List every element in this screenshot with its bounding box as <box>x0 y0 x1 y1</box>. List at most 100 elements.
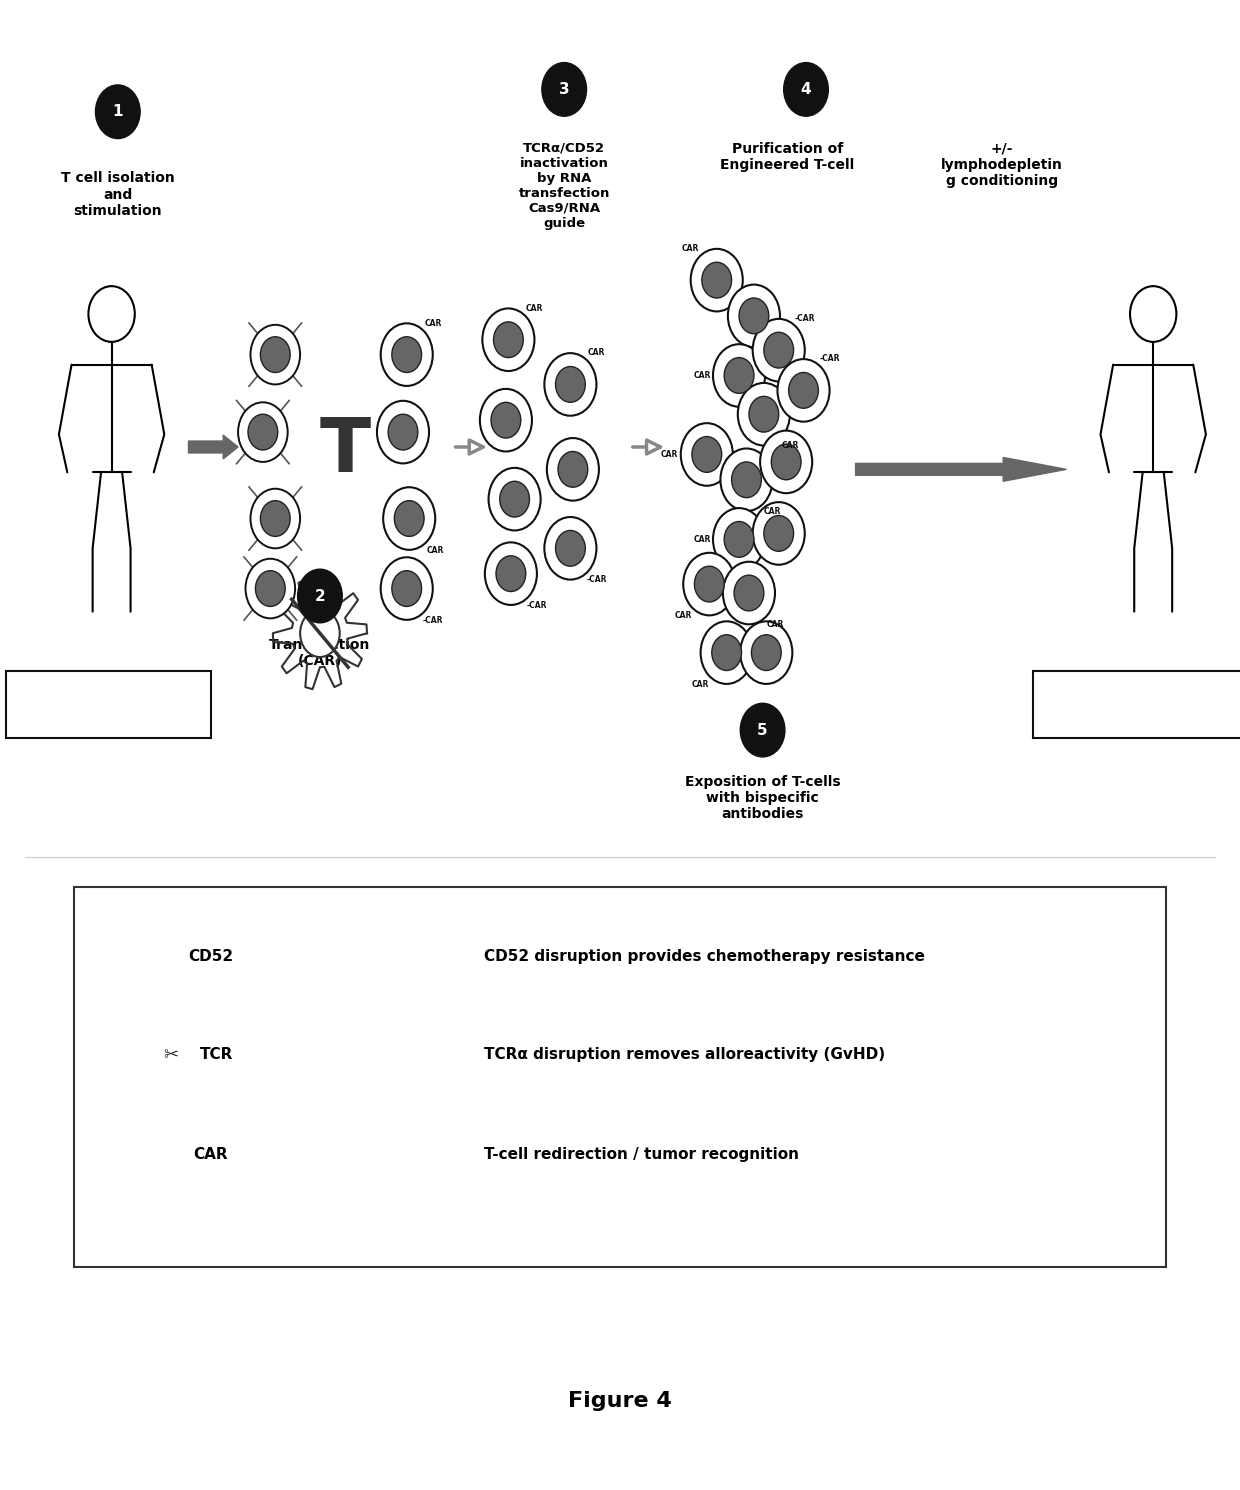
Circle shape <box>480 389 532 451</box>
Circle shape <box>95 85 140 139</box>
Text: TCRα/CD52
inactivation
by RNA
transfection
Cas9/RNA
guide: TCRα/CD52 inactivation by RNA transfecti… <box>518 142 610 229</box>
Circle shape <box>771 444 801 480</box>
Circle shape <box>377 401 429 463</box>
Text: CAR: CAR <box>764 507 781 516</box>
Text: T: T <box>319 416 371 487</box>
Circle shape <box>556 530 585 566</box>
Text: T cell isolation
and
stimulation: T cell isolation and stimulation <box>61 171 175 218</box>
Circle shape <box>764 332 794 368</box>
Text: TCRα disruption removes alloreactivity (GvHD): TCRα disruption removes alloreactivity (… <box>484 1047 884 1062</box>
Circle shape <box>732 462 761 498</box>
Circle shape <box>712 635 742 670</box>
Text: 1: 1 <box>113 104 123 119</box>
Text: 2: 2 <box>315 589 325 603</box>
Text: -CAR: -CAR <box>820 355 839 364</box>
Circle shape <box>489 468 541 530</box>
Circle shape <box>764 516 794 551</box>
Text: Cancer patient: Cancer patient <box>1091 699 1195 711</box>
FancyArrow shape <box>188 435 238 459</box>
Circle shape <box>544 517 596 580</box>
Circle shape <box>491 402 521 438</box>
Text: CAR: CAR <box>693 535 711 544</box>
Text: CAR: CAR <box>661 450 678 459</box>
Circle shape <box>724 522 754 557</box>
Text: Purification of
Engineered T-cell: Purification of Engineered T-cell <box>720 142 854 171</box>
Circle shape <box>734 575 764 611</box>
Text: CD52 disruption provides chemotherapy resistance: CD52 disruption provides chemotherapy re… <box>484 949 925 964</box>
Text: Transduction
(CAR): Transduction (CAR) <box>269 638 371 668</box>
Text: CAR: CAR <box>682 244 699 253</box>
Circle shape <box>753 319 805 381</box>
Circle shape <box>250 489 300 548</box>
Circle shape <box>383 487 435 550</box>
Circle shape <box>738 383 790 446</box>
Circle shape <box>238 402 288 462</box>
Text: CAR: CAR <box>588 349 605 358</box>
Circle shape <box>701 621 753 684</box>
Circle shape <box>751 635 781 670</box>
Text: -CAR: -CAR <box>527 600 547 609</box>
Circle shape <box>556 367 585 402</box>
Circle shape <box>260 337 290 372</box>
Circle shape <box>392 571 422 606</box>
Text: -CAR: -CAR <box>423 615 443 624</box>
Circle shape <box>740 621 792 684</box>
FancyBboxPatch shape <box>74 887 1166 1266</box>
Circle shape <box>547 438 599 501</box>
Text: CAR: CAR <box>781 441 799 450</box>
FancyBboxPatch shape <box>6 670 211 738</box>
Text: TCR: TCR <box>201 1047 233 1062</box>
Circle shape <box>720 448 773 511</box>
Text: CAR: CAR <box>427 545 444 554</box>
Text: -CAR: -CAR <box>587 575 606 584</box>
Circle shape <box>702 262 732 298</box>
Circle shape <box>381 323 433 386</box>
Circle shape <box>298 569 342 623</box>
Circle shape <box>724 358 754 393</box>
Circle shape <box>789 372 818 408</box>
Circle shape <box>749 396 779 432</box>
Circle shape <box>494 322 523 358</box>
Circle shape <box>496 556 526 592</box>
Text: +/-
lymphodepletin
g conditioning: +/- lymphodepletin g conditioning <box>941 142 1063 188</box>
Circle shape <box>250 325 300 384</box>
Text: ✂: ✂ <box>164 1046 179 1064</box>
Text: CAR: CAR <box>692 679 709 688</box>
Circle shape <box>728 285 780 347</box>
Circle shape <box>255 571 285 606</box>
Circle shape <box>683 553 735 615</box>
Circle shape <box>784 63 828 116</box>
Circle shape <box>392 337 422 372</box>
FancyBboxPatch shape <box>1033 670 1240 738</box>
Circle shape <box>760 431 812 493</box>
Text: CAR: CAR <box>424 319 441 328</box>
Circle shape <box>544 353 596 416</box>
Circle shape <box>88 286 135 341</box>
FancyArrow shape <box>856 457 1066 481</box>
Circle shape <box>558 451 588 487</box>
Circle shape <box>694 566 724 602</box>
Circle shape <box>300 609 340 657</box>
Circle shape <box>753 502 805 565</box>
Text: T-cell redirection / tumor recognition: T-cell redirection / tumor recognition <box>484 1147 799 1162</box>
Circle shape <box>388 414 418 450</box>
Text: CAR: CAR <box>675 611 692 620</box>
Text: Exposition of T-cells
with bispecific
antibodies: Exposition of T-cells with bispecific an… <box>684 775 841 821</box>
Circle shape <box>500 481 529 517</box>
Text: 4: 4 <box>801 82 811 97</box>
Text: CAR: CAR <box>693 371 711 380</box>
Circle shape <box>740 703 785 757</box>
Circle shape <box>1130 286 1177 341</box>
Text: CAR: CAR <box>193 1147 228 1162</box>
Circle shape <box>246 559 295 618</box>
Text: 5: 5 <box>758 723 768 738</box>
Text: Figure 4: Figure 4 <box>568 1390 672 1411</box>
Text: CAR: CAR <box>526 304 543 313</box>
Circle shape <box>482 308 534 371</box>
Circle shape <box>381 557 433 620</box>
Circle shape <box>248 414 278 450</box>
Circle shape <box>485 542 537 605</box>
Circle shape <box>681 423 733 486</box>
Circle shape <box>713 508 765 571</box>
Circle shape <box>739 298 769 334</box>
